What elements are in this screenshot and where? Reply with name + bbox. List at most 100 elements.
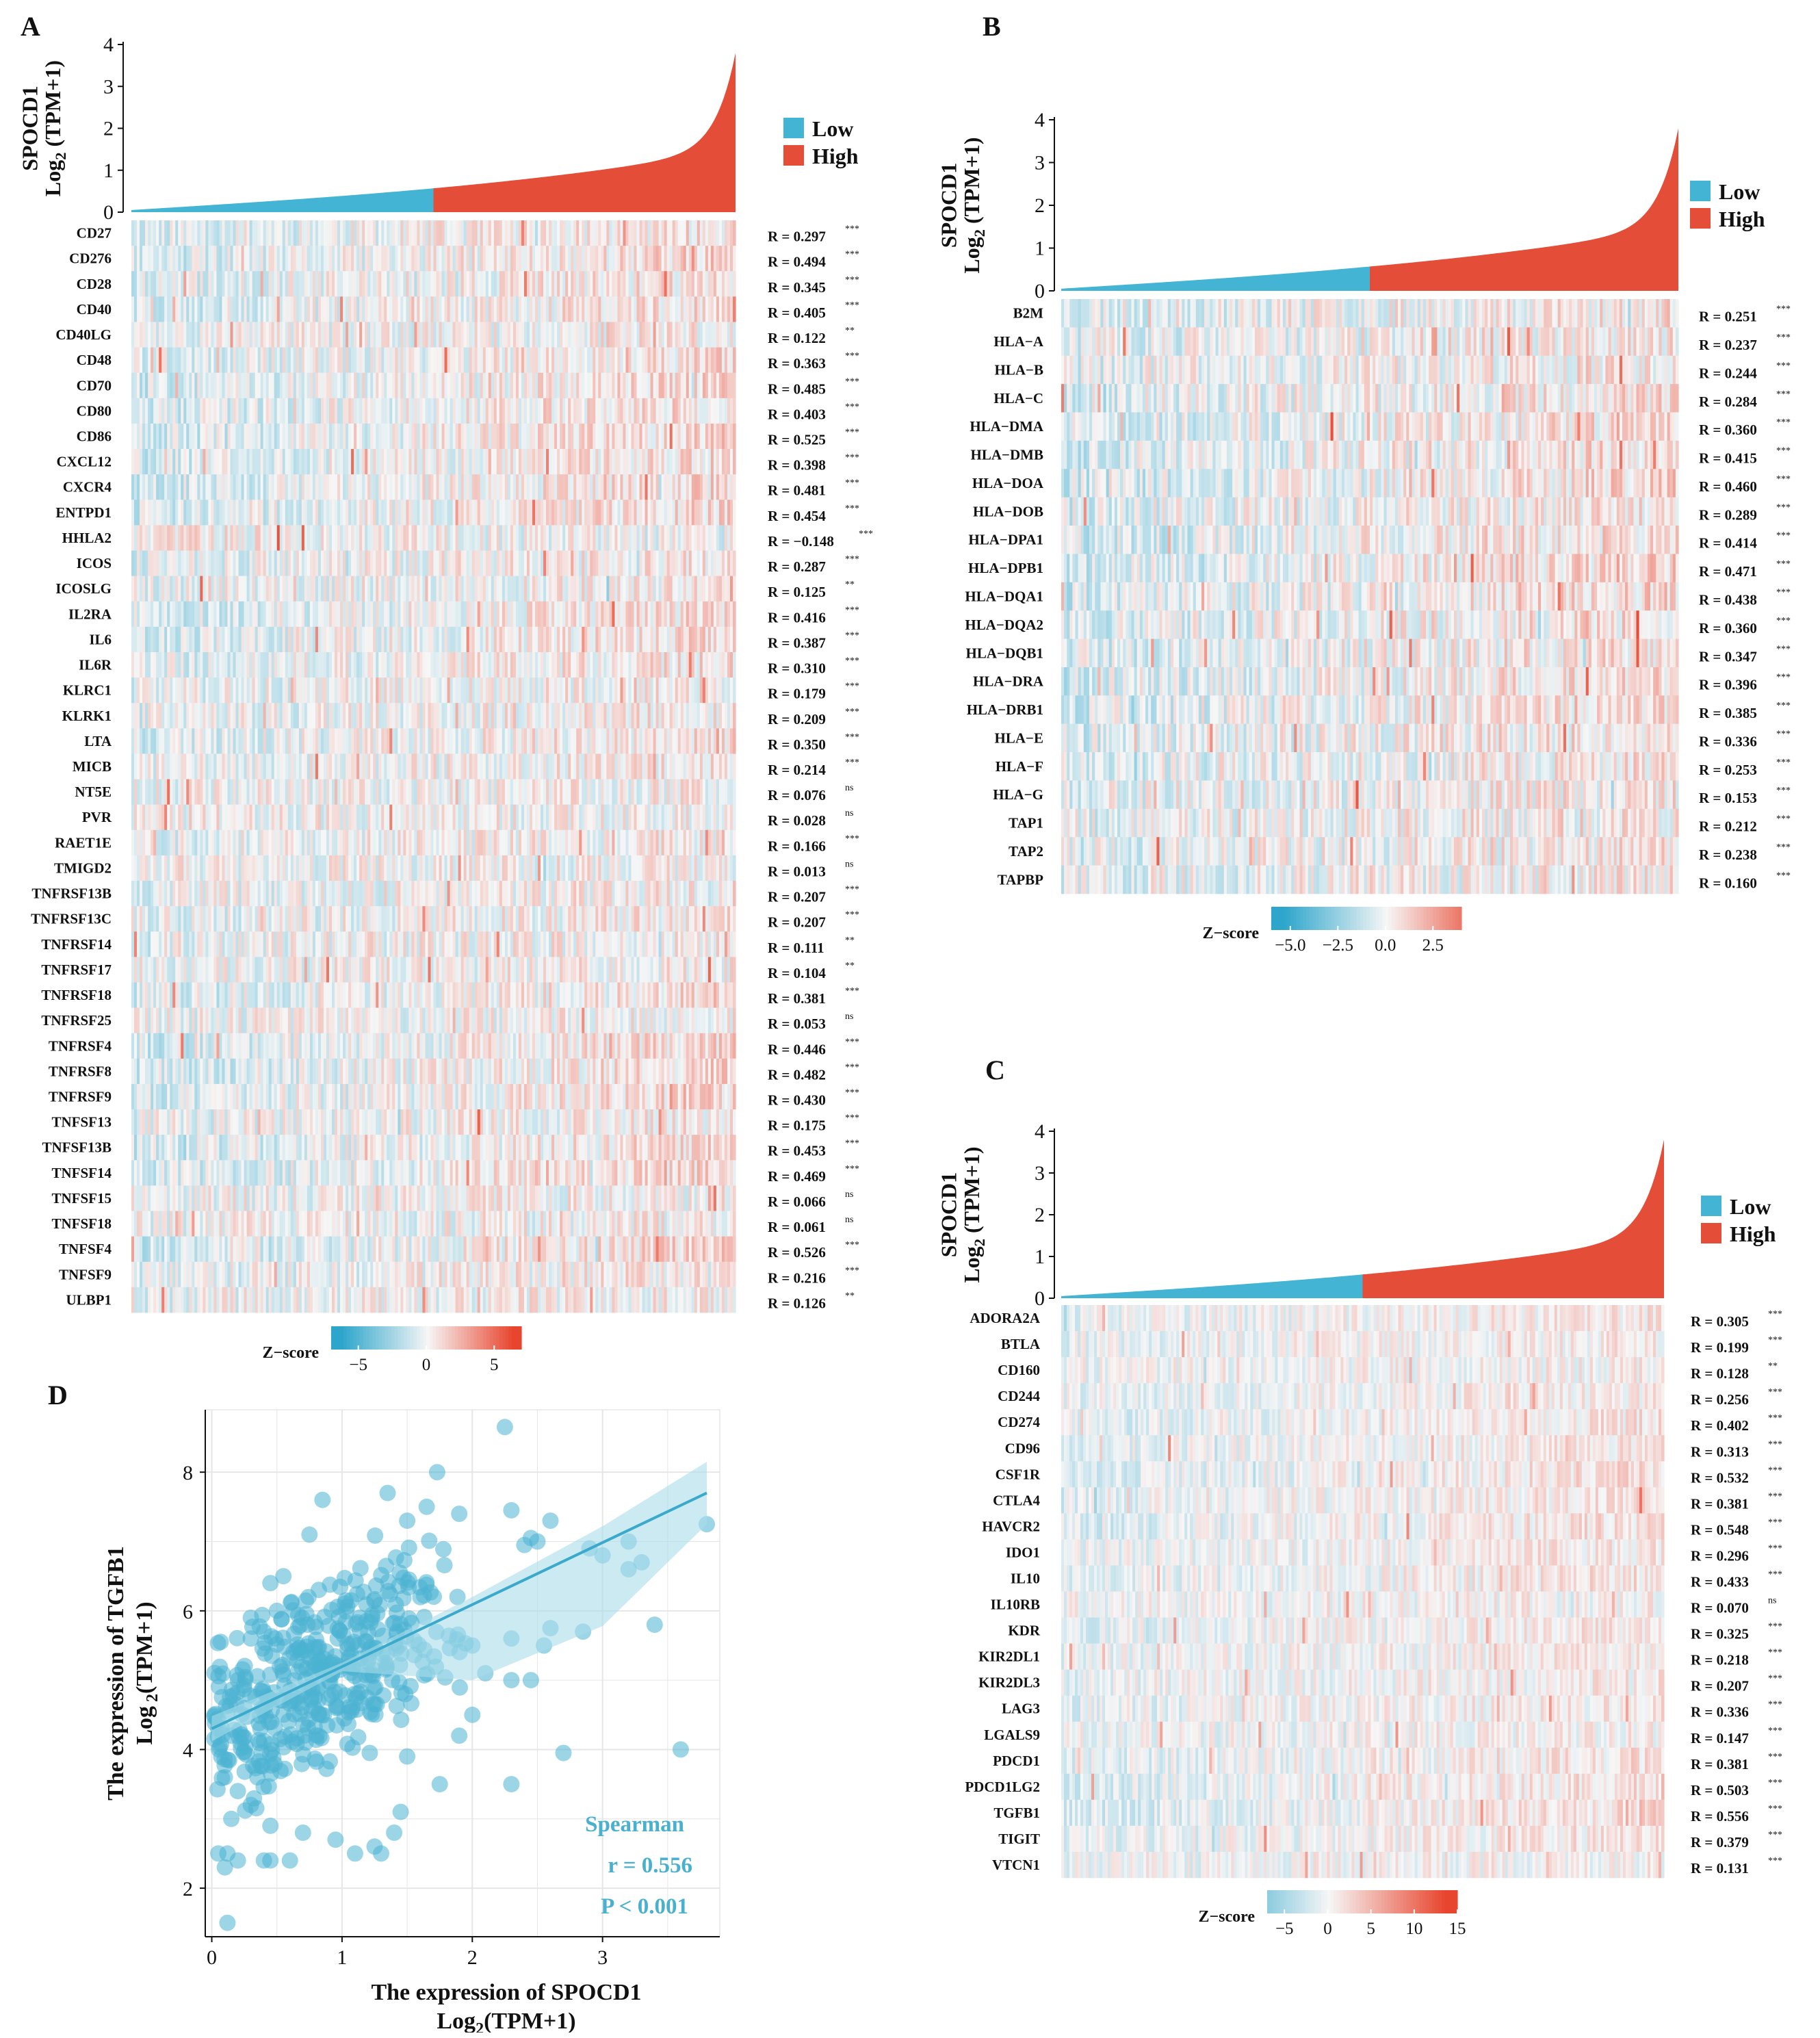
significance-mark: *** (845, 300, 859, 311)
heatmap-cell (529, 550, 533, 576)
heatmap-cell (263, 372, 267, 399)
heatmap-cell (309, 678, 313, 704)
heatmap-cell (702, 753, 706, 779)
heatmap-cell (694, 474, 698, 500)
heatmap-cell (705, 246, 709, 272)
heatmap-cell (419, 703, 424, 729)
heatmap-cell (335, 703, 338, 729)
heatmap-cell (554, 449, 558, 475)
heatmap-cell (213, 347, 218, 373)
heatmap-cell (282, 474, 286, 500)
heatmap-cell (304, 703, 308, 729)
heatmap-cell (376, 601, 379, 628)
heatmap-cell (378, 296, 382, 322)
heatmap-cell (309, 271, 313, 297)
heatmap-cell (523, 576, 528, 602)
heatmap-cell (623, 372, 627, 399)
gene-label: CD86 (77, 428, 112, 444)
heatmap-cell (159, 652, 162, 678)
heatmap-cell (433, 753, 437, 779)
heatmap-cell (512, 500, 517, 526)
heatmap-cell (359, 753, 363, 779)
heatmap-cell (265, 398, 270, 424)
heatmap-cell (224, 576, 229, 602)
heatmap-cell (458, 449, 462, 475)
heatmap-cell (614, 423, 619, 450)
heatmap-cell (227, 474, 231, 500)
heatmap-cell (653, 296, 657, 322)
heatmap-cell (172, 347, 176, 373)
heatmap-cell (677, 550, 681, 576)
heatmap-cell (265, 347, 270, 373)
heatmap-cell (213, 652, 218, 678)
heatmap-cell (428, 652, 432, 678)
heatmap-cell (414, 474, 418, 500)
heatmap-cell (323, 398, 327, 424)
heatmap-cell (617, 246, 621, 272)
heatmap-cell (493, 652, 497, 678)
heatmap-cell (617, 449, 621, 475)
heatmap-cell (526, 398, 530, 424)
heatmap-cell (255, 372, 259, 399)
heatmap-cell (672, 550, 676, 576)
heatmap-cell (276, 500, 281, 526)
heatmap-cell (614, 372, 619, 399)
heatmap-cell (488, 322, 492, 348)
heatmap-cell (197, 779, 200, 805)
heatmap-cell (164, 271, 168, 297)
heatmap-cell (452, 678, 456, 704)
heatmap-cell (365, 576, 368, 602)
heatmap-cell (287, 500, 291, 526)
heatmap-cell (323, 296, 327, 322)
heatmap-cell (658, 576, 662, 602)
heatmap-cell (403, 246, 406, 272)
heatmap-cell (485, 372, 489, 399)
heatmap-cell (441, 296, 445, 322)
heatmap-cell (439, 322, 443, 348)
heatmap-cell (669, 576, 673, 602)
heatmap-cell (702, 398, 706, 424)
heatmap-cell (623, 525, 627, 551)
heatmap-cell (694, 423, 698, 450)
heatmap-cell (290, 246, 294, 272)
heatmap-cell (161, 296, 165, 322)
heatmap-cell (543, 398, 547, 424)
heatmap-cell (145, 220, 148, 246)
heatmap-cell (153, 525, 157, 551)
heatmap-cell (718, 626, 723, 653)
heatmap-cell (612, 576, 615, 602)
heatmap-cell (348, 372, 352, 399)
heatmap-cell (543, 296, 547, 322)
heatmap-cell (337, 678, 341, 704)
heatmap-cell (732, 271, 736, 297)
heatmap-cell (655, 576, 660, 602)
heatmap-cell (337, 271, 341, 297)
heatmap-cell (666, 652, 671, 678)
heatmap-cell (156, 500, 159, 526)
heatmap-cell (686, 753, 690, 779)
heatmap-cell (485, 626, 489, 653)
heatmap-cell (713, 525, 717, 551)
heatmap-cell (400, 398, 404, 424)
heatmap-cell (389, 398, 393, 424)
heatmap-cell (219, 423, 223, 450)
heatmap-cell (252, 296, 256, 322)
heatmap-cell (260, 779, 264, 805)
heatmap-cell (554, 652, 558, 678)
heatmap-cell (658, 398, 662, 424)
heatmap-cell (326, 271, 330, 297)
heatmap-cell (134, 500, 138, 526)
heatmap-cell (458, 296, 462, 322)
heatmap-cell (304, 652, 308, 678)
heatmap-cell (354, 322, 357, 348)
heatmap-cell (554, 296, 558, 322)
heatmap-cell (603, 500, 607, 526)
heatmap-cell (408, 550, 412, 576)
heatmap-cell (328, 678, 333, 704)
heatmap-cell (411, 322, 415, 348)
heatmap-cell (233, 246, 237, 272)
heatmap-cell (172, 423, 176, 450)
heatmap-cell (458, 271, 462, 297)
heatmap-cell (655, 753, 660, 779)
heatmap-cell (428, 246, 432, 272)
